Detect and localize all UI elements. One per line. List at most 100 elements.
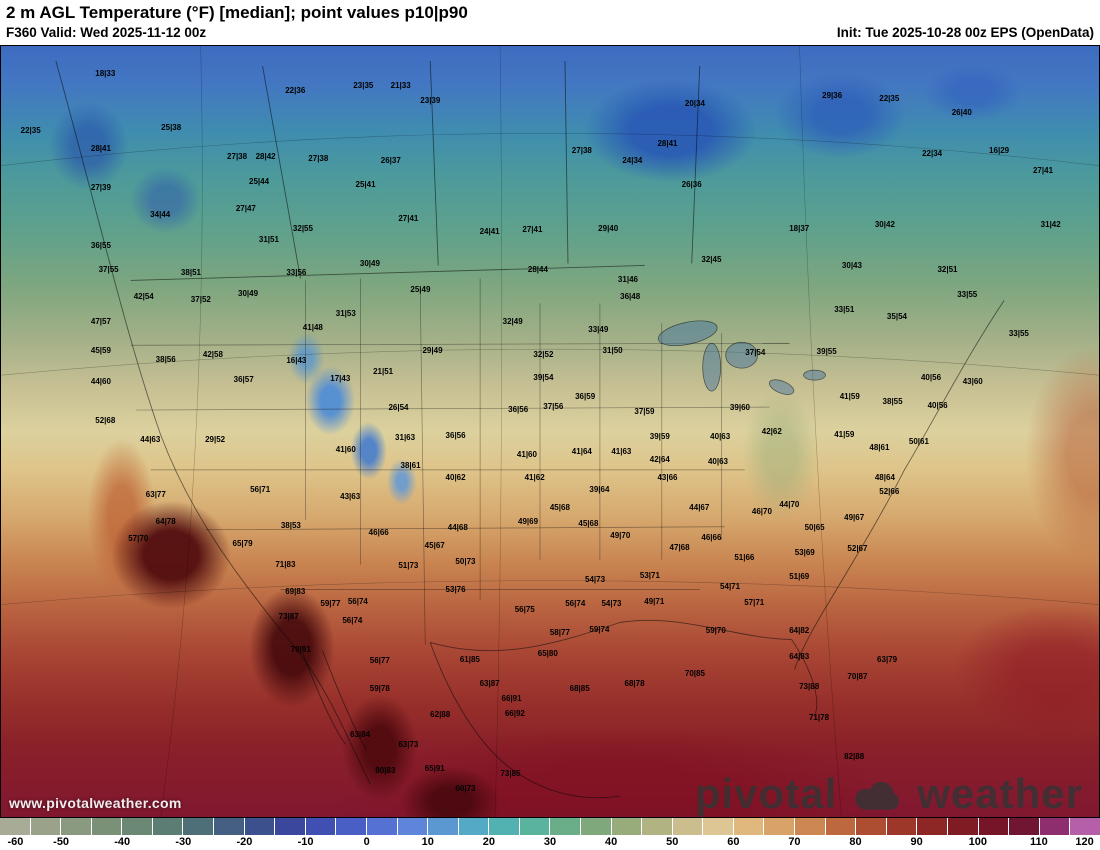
point-value: 52|67	[847, 544, 868, 554]
point-value: 57|71	[744, 597, 765, 607]
colorbar-tick-label: 10	[421, 836, 434, 848]
point-value: 27|41	[1032, 165, 1054, 175]
point-value: 59|77	[320, 599, 341, 609]
point-value: 59|70	[705, 626, 726, 636]
point-value: 32|49	[502, 317, 523, 327]
point-value: 63|84	[350, 729, 371, 739]
point-value: 45|59	[90, 345, 111, 355]
point-value: 61|85	[459, 654, 480, 664]
point-value: 27|41	[522, 225, 543, 235]
point-value: 50|73	[455, 556, 476, 566]
point-value: 71|83	[275, 559, 296, 569]
point-value: 71|78	[808, 712, 830, 722]
point-value: 48|64	[874, 472, 895, 482]
point-value: 33|56	[286, 267, 307, 277]
point-value: 56|77	[369, 656, 390, 666]
point-value: 53|69	[794, 547, 815, 557]
point-value: 41|59	[834, 430, 855, 440]
point-value: 38|61	[400, 461, 421, 471]
point-value: 20|34	[684, 98, 705, 108]
point-value: 44|70	[779, 499, 800, 509]
point-value: 53|76	[445, 584, 466, 594]
point-value: 63|77	[145, 490, 166, 500]
point-value: 21|33	[390, 81, 411, 91]
point-value: 63|79	[877, 654, 898, 664]
point-value: 73|88	[799, 682, 820, 692]
point-value: 26|54	[388, 403, 409, 413]
point-value: 70|85	[684, 669, 705, 679]
point-value: 30|42	[874, 219, 895, 229]
colorbar-ticks: -60 -50 -40 -30 -20 -10 0 10 20 30 40 50 60 70 80 90 100…	[0, 836, 1100, 850]
point-value: 65|80	[537, 649, 558, 659]
point-value: 39|60	[729, 403, 750, 413]
point-value: 25|49	[410, 285, 431, 295]
point-value: 44|68	[447, 522, 468, 532]
colorbar-segment	[611, 818, 642, 835]
point-value: 49|67	[844, 512, 865, 522]
point-value: 35|54	[886, 311, 907, 321]
colorbar-tick-label: 30	[543, 836, 557, 848]
colorbar-segment	[947, 818, 978, 835]
point-value: 51|66	[734, 552, 755, 562]
colorbar-tick-label: 50	[666, 836, 679, 848]
point-value: 30|43	[841, 260, 862, 270]
point-value: 36|57	[233, 374, 254, 384]
point-value: 37|59	[634, 407, 655, 417]
colorbar-tick-label: -50	[53, 836, 70, 848]
point-value: 51|69	[789, 572, 810, 582]
init-time-label: Init: Tue 2025-10-28 00z EPS (OpenData)	[836, 25, 1094, 40]
colorbar-tick-label: 110	[1030, 836, 1048, 848]
point-value: 70|87	[847, 672, 868, 682]
point-value: 40|62	[445, 472, 466, 482]
colorbar-tick-label: -60	[7, 836, 24, 848]
colorbar-segment	[550, 818, 580, 835]
point-value: 39|64	[589, 485, 610, 495]
colorbar-segment	[764, 818, 795, 835]
point-value: 41|64	[571, 447, 592, 457]
point-value: 22|35	[20, 125, 41, 135]
point-value: 46|66	[701, 532, 722, 542]
colorbar-segment	[978, 818, 1009, 835]
colorbar-segment	[428, 818, 458, 835]
point-value: 27|39	[90, 182, 111, 192]
colorbar-segment	[30, 818, 61, 835]
point-value: 49|70	[610, 530, 631, 540]
colorbar-tick-label: 90	[910, 836, 923, 848]
point-value: 16|43	[286, 356, 307, 366]
point-value: 54|73	[601, 599, 622, 609]
point-value: 32|55	[292, 223, 313, 233]
point-value: 31|53	[335, 308, 356, 318]
point-value: 58|77	[549, 627, 570, 637]
point-value: 37|56	[543, 401, 564, 411]
point-value: 37|52	[190, 294, 211, 304]
colorbar-segment	[305, 818, 336, 835]
pivotal-weather-logo: pivotal weather	[695, 773, 1083, 815]
point-value: 17|43	[330, 374, 351, 384]
point-value: 56|74	[342, 616, 363, 626]
colorbar-tick-label: 80	[849, 836, 862, 848]
colorbar-segment	[672, 818, 703, 835]
point-value: 54|73	[584, 574, 606, 584]
colorbar-tick-label: 60	[727, 836, 740, 848]
point-value: 29|36	[822, 91, 843, 101]
colorbar-segments	[0, 818, 1100, 836]
point-value: 38|53	[280, 520, 301, 530]
point-value: 52|66	[879, 486, 900, 496]
point-value: 42|62	[761, 427, 782, 437]
colorbar-segment	[458, 818, 489, 835]
colorbar-segment	[91, 818, 122, 835]
point-value: 31|51	[258, 235, 279, 245]
point-value: 28|41	[90, 143, 111, 153]
point-value: 25|44	[248, 177, 270, 187]
point-value: 43|63	[340, 492, 361, 502]
point-value: 26|40	[951, 108, 972, 118]
point-value: 36|56	[508, 404, 529, 414]
point-value: 26|36	[681, 179, 702, 189]
colorbar-segment	[122, 818, 152, 835]
point-value: 42|64	[649, 455, 670, 465]
point-value: 31|46	[617, 275, 638, 285]
colorbar-segment	[733, 818, 764, 835]
colorbar-segment	[214, 818, 244, 835]
point-value: 38|51	[180, 267, 201, 277]
